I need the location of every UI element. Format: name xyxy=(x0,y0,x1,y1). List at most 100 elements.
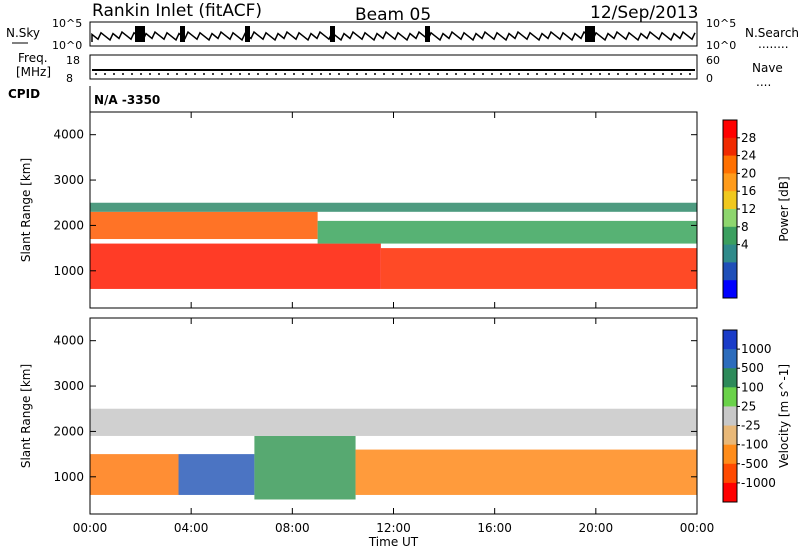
nave-dot xyxy=(284,73,286,75)
heatmap-band xyxy=(90,211,318,240)
nave-dot xyxy=(518,73,520,75)
nave-dot xyxy=(113,73,115,75)
colorbar-segment xyxy=(723,244,737,263)
nave-dot xyxy=(194,73,196,75)
nave-dot xyxy=(401,73,403,75)
beam-title: Beam 05 xyxy=(355,5,431,25)
nave-dot xyxy=(185,73,187,75)
freq-tick-top: 18 xyxy=(66,54,80,67)
freq-panel xyxy=(89,54,698,80)
nsearch-tick-bottom: 10^0 xyxy=(706,39,736,52)
x-tick-label: 04:00 xyxy=(174,521,209,535)
y-tick-label: 3000 xyxy=(53,173,84,187)
nave-tick-top: 60 xyxy=(706,54,720,67)
heatmap-band xyxy=(90,454,179,495)
colorbar-tick-label: 500 xyxy=(741,361,764,375)
nave-dot xyxy=(356,73,358,75)
nave-dot xyxy=(275,73,277,75)
nave-dot xyxy=(599,73,601,75)
nave-dot xyxy=(689,73,691,75)
colorbar-label: Velocity [m s^-1] xyxy=(777,364,791,468)
nave-dot xyxy=(203,73,205,75)
nave-dot xyxy=(140,73,142,75)
colorbar-segment xyxy=(723,209,737,228)
nave-dot xyxy=(167,73,169,75)
y-tick-label: 4000 xyxy=(53,334,84,348)
heatmap-band xyxy=(90,202,697,212)
nave-dot xyxy=(212,73,214,75)
power-panel: 1000 2000 3000 4000 Slant Range [km] 28 24 20 16… xyxy=(19,111,791,309)
colorbar-segment xyxy=(723,280,737,299)
nave-dots-label: .... xyxy=(756,75,771,89)
y-tick-label: 1000 xyxy=(53,264,84,278)
velocity-panel: 1000 2000 3000 4000 00:00 04:00 08:00 12:00 16:0… xyxy=(19,317,791,549)
colorbar-segment xyxy=(723,173,737,192)
nave-dot xyxy=(122,73,124,75)
nave-dot xyxy=(527,73,529,75)
nave-dot xyxy=(266,73,268,75)
colorbar-tick-label: 24 xyxy=(741,149,756,163)
nave-dot xyxy=(302,73,304,75)
nave-dot xyxy=(383,73,385,75)
nsky-spike xyxy=(140,26,145,42)
nave-dot xyxy=(257,73,259,75)
nave-tick-bottom: 0 xyxy=(706,72,713,85)
x-tick-label: 08:00 xyxy=(275,521,310,535)
freq-tick-bottom: 8 xyxy=(66,72,73,85)
nave-dot xyxy=(158,73,160,75)
y-tick-label: 2000 xyxy=(53,218,84,232)
x-axis-label: Time UT xyxy=(368,535,419,549)
nave-dot xyxy=(482,73,484,75)
nsearch-tick-top: 10^5 xyxy=(706,17,736,30)
x-tick-label: 00:00 xyxy=(680,521,715,535)
nsky-label: N.Sky xyxy=(6,26,40,40)
freq-label-2: [MHz] xyxy=(16,65,51,79)
nsky-panel xyxy=(89,21,698,47)
nave-dot xyxy=(410,73,412,75)
nave-dot xyxy=(536,73,538,75)
colorbar-segment xyxy=(723,387,737,407)
nave-dot xyxy=(374,73,376,75)
colorbar-segment xyxy=(723,120,737,139)
nsearch-label: N.Search xyxy=(745,26,799,40)
nave-dot xyxy=(239,73,241,75)
colorbar-segment xyxy=(723,482,737,503)
nave-dot xyxy=(455,73,457,75)
colorbar-tick-label: -25 xyxy=(741,419,761,433)
colorbar-tick-label: 16 xyxy=(741,184,756,198)
heatmap-band xyxy=(317,220,697,244)
nave-dot xyxy=(572,73,574,75)
nave-dot xyxy=(500,73,502,75)
colorbar-tick-label: 8 xyxy=(741,220,749,234)
y-tick-label: 4000 xyxy=(53,128,84,142)
nsky-spike xyxy=(425,26,430,42)
nave-dot xyxy=(680,73,682,75)
cpid-label: CPID xyxy=(8,87,40,101)
colorbar-tick-label: -100 xyxy=(741,438,768,452)
station-title: Rankin Inlet (fitACF) xyxy=(92,1,262,21)
nave-dot xyxy=(347,73,349,75)
heatmap-band xyxy=(90,243,381,289)
colorbar-segment xyxy=(723,191,737,210)
y-axis-label: Slant Range [km] xyxy=(19,158,33,262)
nave-dot xyxy=(338,73,340,75)
nsky-spike xyxy=(135,26,140,42)
nave-dot xyxy=(446,73,448,75)
colorbar-segment xyxy=(723,463,737,484)
heatmap-band xyxy=(355,449,697,495)
colorbar-segment xyxy=(723,406,737,427)
date-title: 12/Sep/2013 xyxy=(590,3,698,23)
nsky-tick-top: 10^5 xyxy=(52,17,82,30)
nave-dot xyxy=(554,73,556,75)
nave-dot xyxy=(176,73,178,75)
heatmap-band xyxy=(178,454,255,495)
nave-dot xyxy=(563,73,565,75)
heatmap-band xyxy=(254,435,356,500)
nave-dot xyxy=(617,73,619,75)
x-tick-label: 20:00 xyxy=(579,521,614,535)
colorbar-tick-label: 25 xyxy=(741,399,756,413)
nave-dot xyxy=(671,73,673,75)
freq-label-1: Freq. xyxy=(18,51,48,65)
y-axis-label: Slant Range [km] xyxy=(19,364,33,468)
colorbar-tick-label: -500 xyxy=(741,457,768,471)
